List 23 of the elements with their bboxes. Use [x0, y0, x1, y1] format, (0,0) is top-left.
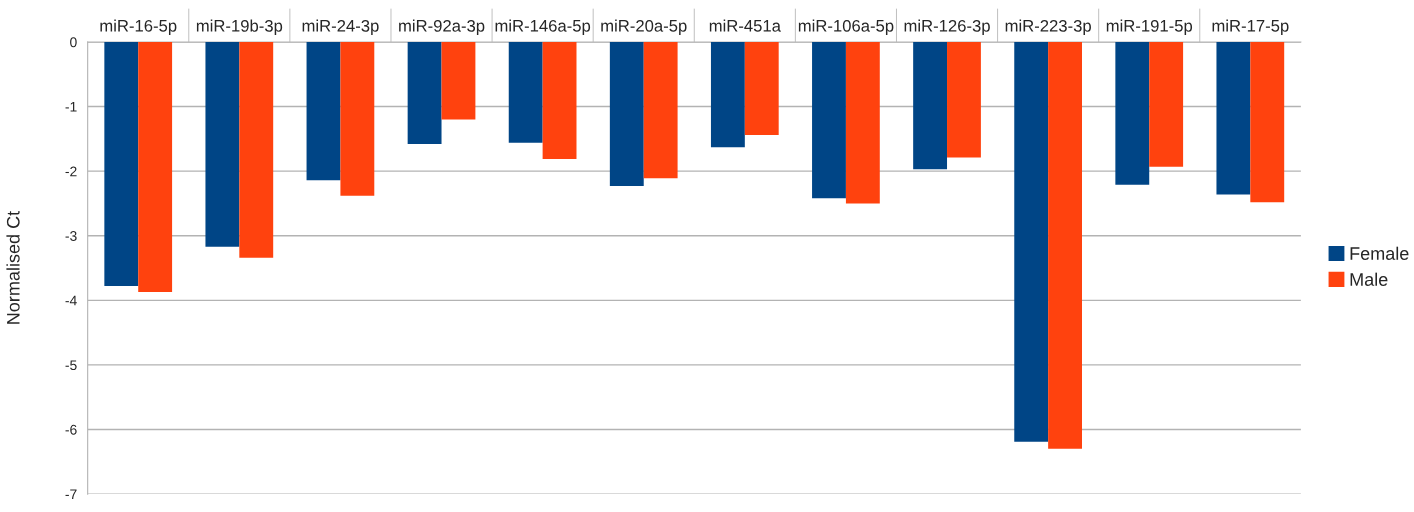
x-tick-label: miR-451a: [709, 19, 781, 32]
y-tick-label: -4: [65, 295, 77, 306]
legend-label: Male: [1350, 272, 1388, 286]
x-tick-label: miR-17-5p: [1212, 19, 1289, 36]
y-tick-label: -3: [65, 231, 77, 241]
x-tick-label: miR-223-3p: [1005, 19, 1091, 36]
y-tick-label: -1: [65, 102, 77, 112]
x-tick-label: miR-126-3p: [904, 19, 990, 36]
legend-label: Female: [1350, 246, 1409, 260]
y-tick-label: -7: [65, 489, 77, 500]
x-tick-label: miR-146a-5p: [495, 19, 591, 36]
x-tick-label: miR-16-5p: [100, 19, 177, 36]
y-tick-label: -6: [65, 424, 77, 435]
x-tick-label: miR-191-5p: [1106, 19, 1193, 36]
y-tick-label: -5: [65, 360, 77, 371]
x-tick-label: miR-24-3p: [302, 19, 379, 36]
x-tick-label: miR-19b-3p: [196, 19, 283, 36]
x-tick-label: miR-92a-3p: [399, 19, 485, 36]
x-tick-label: miR-20a-5p: [601, 19, 687, 36]
y-tick-label: 0: [70, 37, 77, 48]
x-tick-label: miR-106a-5p: [798, 19, 894, 36]
y-tick-label: -2: [65, 166, 77, 177]
y-axis-title: Normalised Ct: [6, 210, 20, 324]
